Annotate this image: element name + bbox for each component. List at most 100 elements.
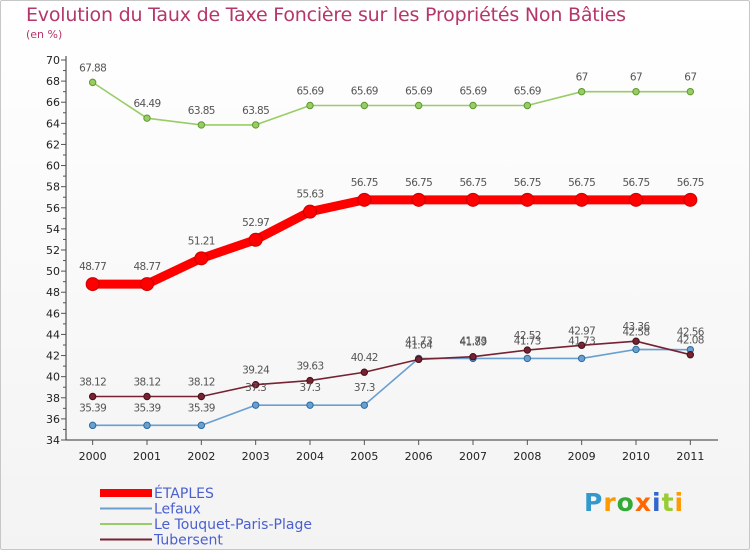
logo-letter: i [674,488,685,517]
y-tick-label: 36 [46,413,60,426]
data-label: 37.3 [354,382,375,394]
series-line [91,348,692,427]
data-label: 41.89 [459,337,486,349]
data-label: 52.97 [242,217,269,229]
data-point [683,192,698,207]
data-point [686,351,695,359]
data-label: 41.73 [514,335,541,347]
data-label: 56.75 [677,177,704,189]
x-tick-label: 2005 [350,450,378,463]
y-tick-label: 60 [46,160,60,173]
data-label: 42.56 [677,327,705,339]
data-point [411,192,426,207]
data-label: 65.69 [514,85,541,97]
data-label: 56.75 [405,177,432,189]
y-tick-label: 54 [46,223,60,236]
data-label: 67 [630,72,642,84]
y-tick-label: 62 [46,138,60,151]
series-tubersent [88,337,695,401]
series-lefaux [88,345,695,430]
x-tick-label: 2002 [187,450,215,463]
proxiti-logo: Proxiti [584,488,684,517]
y-tick-label: 70 [46,54,60,67]
data-label: 65.69 [351,85,378,97]
legend-label: Le Touquet-Paris-Plage [154,517,312,533]
data-label: 63.85 [242,105,269,117]
data-label: 42.52 [514,330,541,342]
y-tick-label: 46 [46,307,60,320]
data-point [143,114,151,122]
y-tick-label: 34 [46,434,60,447]
data-point [632,337,640,345]
data-label: 56.75 [351,177,378,189]
chart-unit-label: (en %) [26,28,63,41]
x-tick-label: 2009 [568,450,596,463]
data-point [88,392,97,401]
logo-letter: x [634,488,652,517]
y-tick-label: 64 [46,117,60,130]
series-line [91,81,692,126]
data-label: 63.85 [188,105,215,117]
data-label: 42.58 [622,326,649,338]
data-point [632,87,640,96]
data-point [632,345,640,354]
data-point [414,101,423,110]
series-line [88,195,695,289]
data-label: 38.12 [133,377,160,389]
series-line [91,340,692,398]
y-tick-label: 44 [46,328,60,341]
y-tick-label: 42 [46,350,60,363]
data-point [143,392,151,401]
data-label: 35.39 [79,402,106,414]
x-tick-label: 2000 [79,450,107,463]
y-tick-label: 40 [46,371,60,384]
data-point [360,368,369,376]
data-label: 39.63 [296,361,323,373]
data-label: 65.69 [459,85,486,97]
y-tick-label: 48 [46,286,60,299]
data-point [248,232,263,247]
data-point [140,277,154,292]
data-label: 38.12 [79,377,106,389]
data-point [306,401,314,409]
data-point [251,401,260,409]
x-tick-label: 2003 [242,450,270,463]
x-tick-label: 2010 [622,450,650,463]
data-label: 43.36 [622,321,650,333]
logo-letter: i [652,488,662,517]
data-label: 56.75 [459,177,486,189]
data-label: 67.88 [79,62,106,74]
data-point [88,78,97,87]
data-label: 56.75 [514,177,541,189]
data-point [143,421,151,430]
y-tick-label: 50 [46,265,60,278]
data-label: 41.73 [405,335,432,347]
x-tick-label: 2001 [133,450,161,463]
data-point [574,192,589,207]
chart-title: Evolution du Taux de Taxe Foncière sur l… [26,4,626,26]
data-label: 67 [684,72,696,84]
data-label: 51.21 [188,235,215,247]
data-point [523,346,532,354]
data-point [469,353,477,361]
data-point [469,101,477,110]
data-label: 42.97 [568,325,595,337]
data-label: 41.73 [568,335,595,347]
logo-letter: t [661,488,675,517]
data-point [577,354,586,363]
data-point [414,355,423,364]
x-tick-label: 2008 [513,450,541,463]
data-label: 56.75 [568,177,595,189]
data-label: 39.24 [242,365,270,377]
data-point [629,192,643,207]
data-point [197,421,206,430]
data-label: 56.75 [622,177,649,189]
data-point [523,101,532,110]
data-point [251,380,260,389]
y-tick-label: 66 [46,96,60,109]
x-tick-label: 2011 [676,450,704,463]
y-tick-label: 56 [46,202,60,215]
series--taples [85,192,698,292]
data-label: 65.69 [296,85,323,97]
y-tick-label: 38 [46,392,60,405]
